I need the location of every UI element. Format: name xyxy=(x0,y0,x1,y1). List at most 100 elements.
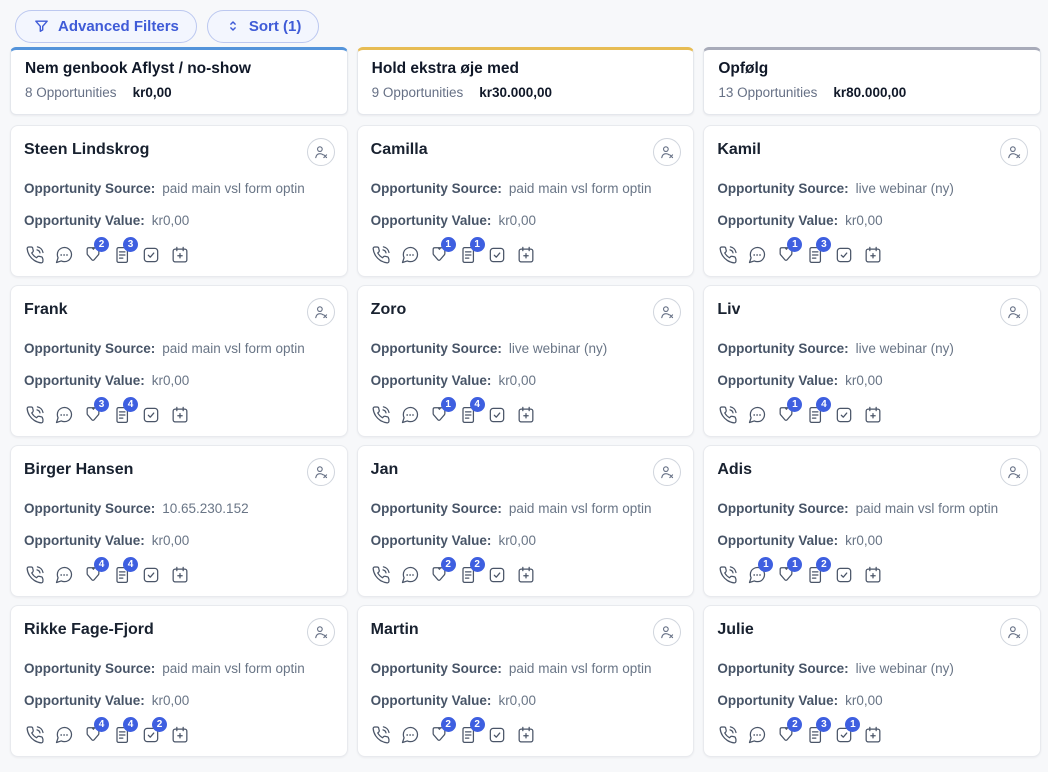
tag-icon[interactable]: 4 xyxy=(82,717,109,746)
unassigned-owner-button[interactable] xyxy=(1000,138,1029,166)
chat-icon[interactable]: 1 xyxy=(746,557,774,586)
chat-icon[interactable] xyxy=(746,244,767,266)
task-icon[interactable] xyxy=(140,564,161,586)
chat-icon[interactable] xyxy=(53,244,74,266)
note-icon[interactable]: 2 xyxy=(458,557,485,586)
note-icon[interactable]: 4 xyxy=(458,397,485,426)
chat-icon[interactable] xyxy=(53,404,74,426)
opportunity-card[interactable]: Steen Lindskrog Opportunity Source: paid… xyxy=(10,125,348,277)
note-icon[interactable]: 3 xyxy=(111,237,138,266)
unassigned-owner-button[interactable] xyxy=(1000,458,1029,486)
calendar-plus-icon[interactable] xyxy=(516,404,537,426)
calendar-plus-icon[interactable] xyxy=(862,724,883,746)
unassigned-owner-button[interactable] xyxy=(653,618,682,646)
chat-icon[interactable] xyxy=(53,564,74,586)
task-icon[interactable] xyxy=(487,244,508,266)
tag-icon[interactable]: 2 xyxy=(82,237,109,266)
tag-icon[interactable]: 3 xyxy=(82,397,109,426)
task-icon[interactable] xyxy=(487,564,508,586)
advanced-filters-button[interactable]: Advanced Filters xyxy=(15,9,197,43)
phone-icon[interactable] xyxy=(371,724,392,746)
phone-icon[interactable] xyxy=(717,724,738,746)
chat-icon[interactable] xyxy=(400,724,421,746)
phone-icon[interactable] xyxy=(24,564,45,586)
note-icon[interactable]: 4 xyxy=(111,557,138,586)
opportunity-card[interactable]: Frank Opportunity Source: paid main vsl … xyxy=(10,285,348,437)
phone-icon[interactable] xyxy=(717,564,738,586)
unassigned-owner-button[interactable] xyxy=(1000,298,1029,326)
task-icon[interactable] xyxy=(140,244,161,266)
note-icon[interactable]: 4 xyxy=(804,397,832,426)
tag-icon[interactable]: 1 xyxy=(429,397,456,426)
task-icon[interactable] xyxy=(833,564,854,586)
unassigned-owner-button[interactable] xyxy=(306,298,335,326)
unassigned-owner-button[interactable] xyxy=(306,138,335,166)
chat-icon[interactable] xyxy=(400,404,421,426)
tag-icon[interactable]: 4 xyxy=(82,557,109,586)
tag-icon[interactable]: 1 xyxy=(775,237,803,266)
tag-icon[interactable]: 2 xyxy=(429,557,456,586)
phone-icon[interactable] xyxy=(717,404,738,426)
phone-icon[interactable] xyxy=(717,244,738,266)
note-icon[interactable]: 2 xyxy=(458,717,485,746)
phone-icon[interactable] xyxy=(371,404,392,426)
calendar-plus-icon[interactable] xyxy=(516,724,537,746)
chat-icon[interactable] xyxy=(746,724,767,746)
opportunity-card[interactable]: Camilla Opportunity Source: paid main vs… xyxy=(356,125,695,277)
calendar-plus-icon[interactable] xyxy=(862,564,883,586)
calendar-plus-icon[interactable] xyxy=(169,404,190,426)
calendar-plus-icon[interactable] xyxy=(169,244,190,266)
unassigned-owner-button[interactable] xyxy=(653,298,682,326)
opportunity-card[interactable]: Birger Hansen Opportunity Source: 10.65.… xyxy=(10,445,348,597)
note-icon[interactable]: 3 xyxy=(804,237,832,266)
unassigned-owner-button[interactable] xyxy=(306,618,335,646)
calendar-plus-icon[interactable] xyxy=(516,244,537,266)
unassigned-owner-button[interactable] xyxy=(653,138,682,166)
opportunity-value-amount: kr0,00 xyxy=(151,533,190,548)
task-icon[interactable] xyxy=(833,244,854,266)
tag-icon[interactable]: 2 xyxy=(429,717,456,746)
task-icon[interactable]: 1 xyxy=(833,717,861,746)
task-icon[interactable] xyxy=(487,404,508,426)
chat-icon[interactable] xyxy=(400,244,421,266)
note-icon[interactable]: 2 xyxy=(804,557,832,586)
phone-icon[interactable] xyxy=(371,564,392,586)
task-icon[interactable]: 2 xyxy=(140,717,167,746)
phone-icon[interactable] xyxy=(371,244,392,266)
opportunity-card[interactable]: Julie Opportunity Source: live webinar (… xyxy=(703,605,1042,757)
opportunity-source-value: paid main vsl form optin xyxy=(162,181,305,196)
tag-icon[interactable]: 1 xyxy=(775,557,803,586)
sort-button[interactable]: Sort (1) xyxy=(206,9,320,43)
tag-icon[interactable]: 1 xyxy=(775,397,803,426)
opportunity-card[interactable]: Jan Opportunity Source: paid main vsl fo… xyxy=(356,445,695,597)
chat-icon[interactable] xyxy=(53,724,74,746)
opportunity-card[interactable]: Rikke Fage-Fjord Opportunity Source: pai… xyxy=(10,605,348,757)
note-icon[interactable]: 4 xyxy=(111,397,138,426)
opportunity-card[interactable]: Kamil Opportunity Source: live webinar (… xyxy=(703,125,1042,277)
task-icon[interactable] xyxy=(487,724,508,746)
calendar-plus-icon[interactable] xyxy=(169,724,190,746)
opportunity-card[interactable]: Zoro Opportunity Source: live webinar (n… xyxy=(356,285,695,437)
calendar-plus-icon[interactable] xyxy=(862,244,883,266)
calendar-plus-icon[interactable] xyxy=(169,564,190,586)
calendar-plus-icon[interactable] xyxy=(862,404,883,426)
unassigned-owner-button[interactable] xyxy=(1000,618,1029,646)
chat-icon[interactable] xyxy=(746,404,767,426)
unassigned-owner-button[interactable] xyxy=(653,458,682,486)
note-icon[interactable]: 3 xyxy=(804,717,832,746)
phone-icon[interactable] xyxy=(24,724,45,746)
note-icon[interactable]: 1 xyxy=(458,237,485,266)
note-icon[interactable]: 4 xyxy=(111,717,138,746)
tag-icon[interactable]: 1 xyxy=(429,237,456,266)
calendar-plus-icon[interactable] xyxy=(516,564,537,586)
chat-icon[interactable] xyxy=(400,564,421,586)
unassigned-owner-button[interactable] xyxy=(306,458,335,486)
task-icon[interactable] xyxy=(140,404,161,426)
tag-icon[interactable]: 2 xyxy=(775,717,803,746)
opportunity-card[interactable]: Liv Opportunity Source: live webinar (ny… xyxy=(703,285,1042,437)
opportunity-card[interactable]: Adis Opportunity Source: paid main vsl f… xyxy=(703,445,1042,597)
phone-icon[interactable] xyxy=(24,404,45,426)
opportunity-card[interactable]: Martin Opportunity Source: paid main vsl… xyxy=(356,605,695,757)
phone-icon[interactable] xyxy=(24,244,45,266)
task-icon[interactable] xyxy=(833,404,854,426)
